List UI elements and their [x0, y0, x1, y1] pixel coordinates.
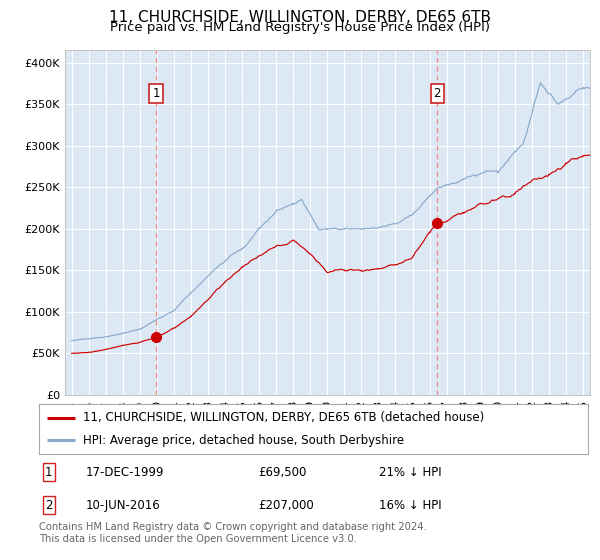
- Text: £207,000: £207,000: [259, 498, 314, 512]
- Text: Price paid vs. HM Land Registry's House Price Index (HPI): Price paid vs. HM Land Registry's House …: [110, 21, 490, 34]
- Text: 2: 2: [433, 87, 441, 100]
- Text: Contains HM Land Registry data © Crown copyright and database right 2024.
This d: Contains HM Land Registry data © Crown c…: [39, 522, 427, 544]
- Text: 11, CHURCHSIDE, WILLINGTON, DERBY, DE65 6TB (detached house): 11, CHURCHSIDE, WILLINGTON, DERBY, DE65 …: [83, 411, 484, 424]
- Text: 10-JUN-2016: 10-JUN-2016: [86, 498, 160, 512]
- Text: 2: 2: [45, 498, 53, 512]
- Text: 1: 1: [45, 465, 53, 479]
- Text: HPI: Average price, detached house, South Derbyshire: HPI: Average price, detached house, Sout…: [83, 434, 404, 447]
- Text: 17-DEC-1999: 17-DEC-1999: [86, 465, 164, 479]
- Text: 1: 1: [152, 87, 160, 100]
- Text: 16% ↓ HPI: 16% ↓ HPI: [379, 498, 442, 512]
- Text: 21% ↓ HPI: 21% ↓ HPI: [379, 465, 442, 479]
- Text: 11, CHURCHSIDE, WILLINGTON, DERBY, DE65 6TB: 11, CHURCHSIDE, WILLINGTON, DERBY, DE65 …: [109, 10, 491, 25]
- Text: £69,500: £69,500: [259, 465, 307, 479]
